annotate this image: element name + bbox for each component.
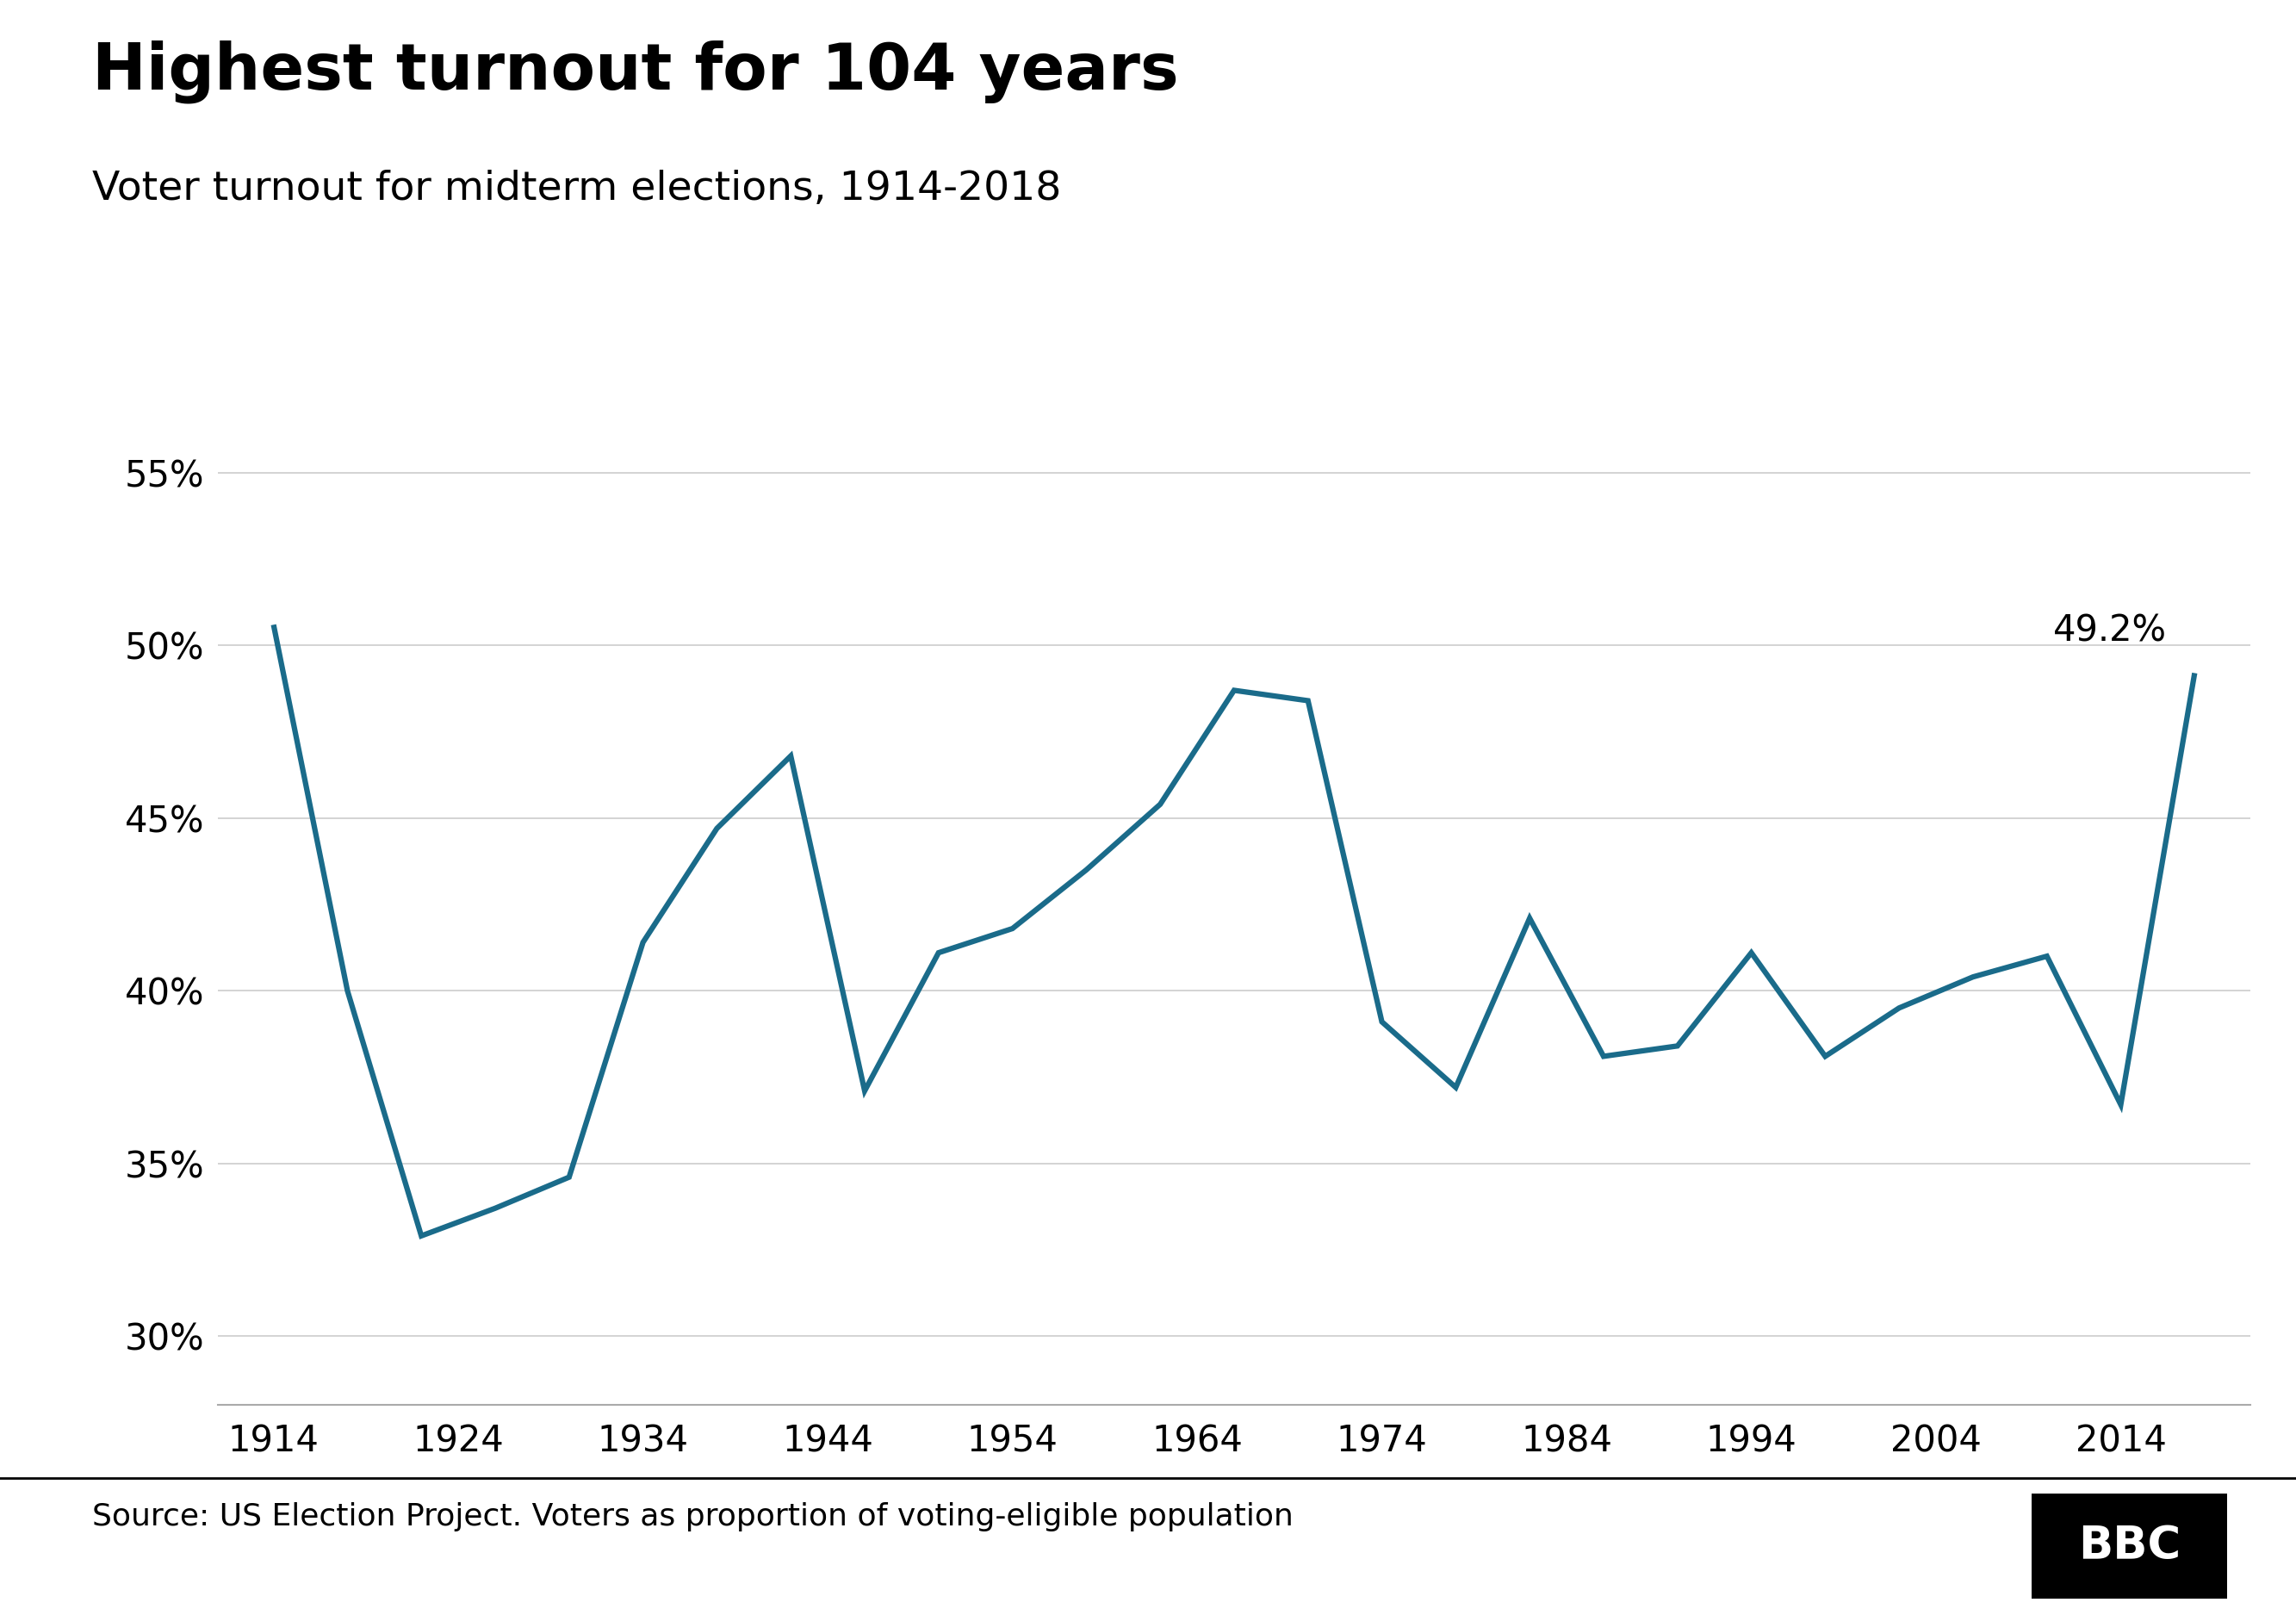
Text: Voter turnout for midterm elections, 1914-2018: Voter turnout for midterm elections, 191… [92, 170, 1061, 208]
Text: 49.2%: 49.2% [2053, 612, 2167, 649]
Text: BBC: BBC [2078, 1525, 2181, 1568]
Text: Highest turnout for 104 years: Highest turnout for 104 years [92, 40, 1178, 103]
Text: Source: US Election Project. Voters as proportion of voting-eligible population: Source: US Election Project. Voters as p… [92, 1502, 1293, 1531]
